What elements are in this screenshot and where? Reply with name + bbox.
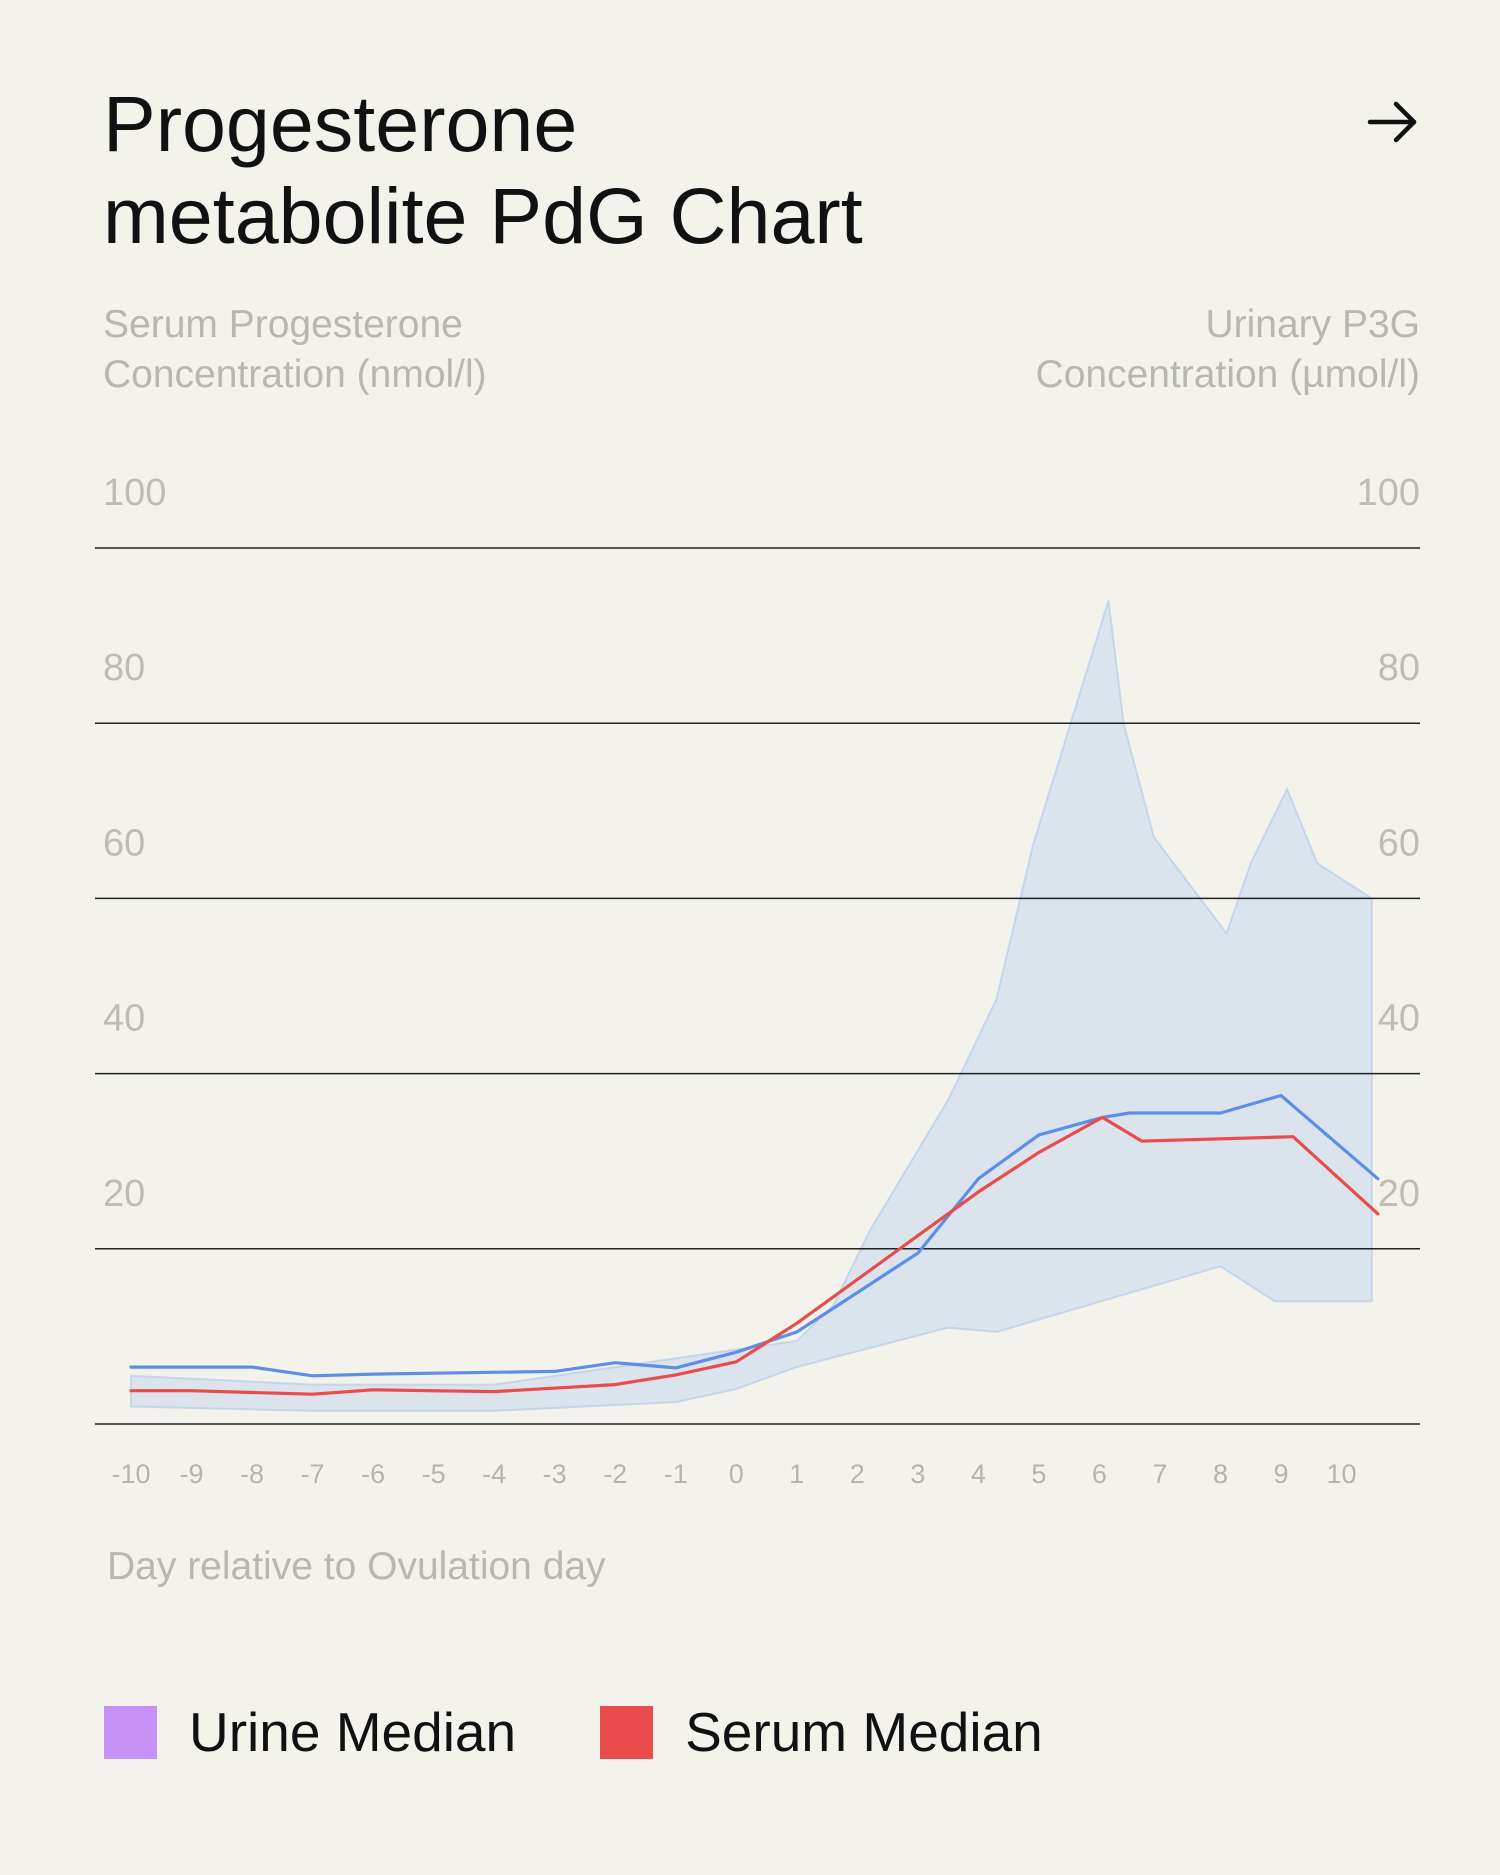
- y-tick-label-left: 100: [103, 472, 166, 514]
- arrow-right-icon[interactable]: [1362, 92, 1422, 152]
- left-axis-title: Serum Progesterone Concentration (nmol/l…: [103, 300, 487, 400]
- x-tick-label: -6: [361, 1459, 385, 1489]
- x-tick-label: 8: [1213, 1459, 1228, 1489]
- title-line-2: metabolite PdG Chart: [103, 171, 863, 260]
- legend-item-serum: Serum Median: [600, 1700, 1043, 1764]
- y-tick-label-left: 80: [103, 647, 145, 689]
- x-tick-label: -2: [603, 1459, 627, 1489]
- x-tick-label: 3: [910, 1459, 925, 1489]
- y-tick-label-right: 100: [1357, 472, 1420, 514]
- x-tick-label: -5: [422, 1459, 446, 1489]
- x-tick-label: 1: [789, 1459, 804, 1489]
- x-tick-label: -3: [543, 1459, 567, 1489]
- legend: Urine Median Serum Median: [104, 1700, 1127, 1764]
- y-tick-label-left: 20: [103, 1173, 145, 1215]
- x-tick-label: -9: [180, 1459, 204, 1489]
- right-axis-title: Urinary P3G Concentration (µmol/l): [1036, 300, 1420, 400]
- legend-swatch-urine: [104, 1705, 157, 1759]
- legend-label-urine: Urine Median: [189, 1701, 517, 1763]
- x-tick-label: 7: [1152, 1459, 1167, 1489]
- legend-swatch-serum: [600, 1705, 654, 1759]
- x-tick-label: -7: [301, 1459, 325, 1489]
- legend-label-serum: Serum Median: [685, 1701, 1043, 1763]
- series-line-serum-median: [129, 1115, 1380, 1396]
- y-tick-label-right: 20: [1378, 1173, 1420, 1215]
- x-tick-label: 5: [1031, 1459, 1046, 1489]
- legend-item-urine: Urine Median: [104, 1700, 516, 1764]
- x-tick-label: 10: [1327, 1459, 1357, 1489]
- left-axis-title-line-2: Concentration (nmol/l): [103, 353, 487, 396]
- right-axis-title-line-1: Urinary P3G: [1205, 303, 1420, 346]
- series-line-urine-median: [129, 1093, 1380, 1378]
- y-tick-label-left: 40: [103, 998, 145, 1040]
- range-band: [130, 600, 1373, 1412]
- x-tick-label: -8: [240, 1459, 264, 1489]
- x-tick-label: -10: [111, 1459, 150, 1489]
- y-tick-label-left: 60: [103, 822, 145, 864]
- y-tick-label-right: 80: [1378, 647, 1420, 689]
- y-tick-label-right: 40: [1378, 998, 1420, 1040]
- left-axis-title-line-1: Serum Progesterone: [103, 303, 463, 346]
- x-tick-label: 6: [1092, 1459, 1107, 1489]
- x-tick-label: 0: [729, 1459, 744, 1489]
- right-axis-title-line-2: Concentration (µmol/l): [1035, 353, 1420, 396]
- x-tick-label: 9: [1273, 1459, 1288, 1489]
- page-title: Progesterone metabolite PdG Chart: [103, 78, 1103, 262]
- x-tick-label: 4: [971, 1459, 986, 1489]
- x-tick-label: -4: [482, 1459, 506, 1489]
- y-tick-label-right: 60: [1378, 822, 1420, 864]
- x-tick-label: -1: [664, 1459, 688, 1489]
- title-line-1: Progesterone: [103, 79, 578, 168]
- x-axis-title: Day relative to Ovulation day: [107, 1545, 606, 1588]
- x-tick-label: 2: [850, 1459, 865, 1489]
